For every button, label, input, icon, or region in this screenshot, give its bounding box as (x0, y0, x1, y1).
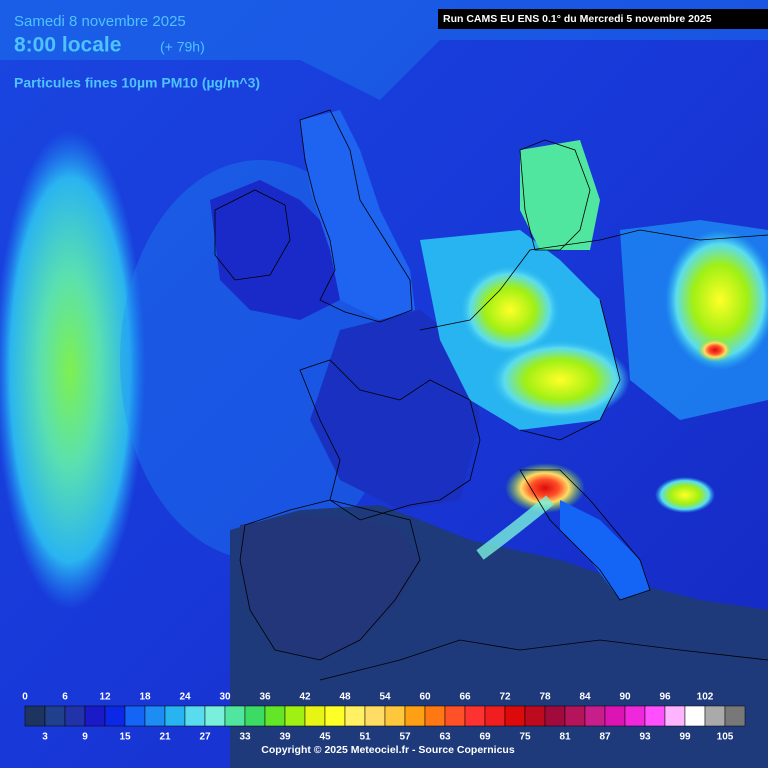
legend-swatch (144, 705, 166, 727)
legend-swatch (404, 705, 426, 727)
legend-tick-label: 84 (579, 692, 591, 703)
legend-swatch (564, 705, 586, 727)
legend-tick-label: 24 (179, 692, 191, 703)
legend-swatch (64, 705, 86, 727)
lead-time: (+ 79h) (160, 39, 205, 55)
legend-tick-label: 6 (62, 692, 68, 703)
legend-tick-label: 54 (379, 692, 391, 703)
forecast-date: Samedi 8 novembre 2025 (14, 13, 186, 30)
legend-swatch (664, 705, 686, 727)
coastlines (214, 109, 768, 681)
legend-swatch (604, 705, 626, 727)
legend-swatch (264, 705, 286, 727)
legend-tick-label: 66 (459, 692, 471, 703)
legend-swatch (324, 705, 346, 727)
legend-tick-label: 69 (479, 732, 491, 743)
legend-tick-label: 87 (599, 732, 611, 743)
legend-swatch (684, 705, 706, 727)
legend-swatch (424, 705, 446, 727)
legend-tick-label: 30 (219, 692, 231, 703)
legend-tick-label: 12 (99, 692, 111, 703)
legend-swatch (104, 705, 126, 727)
forecast-time: 8:00 locale (14, 34, 121, 57)
legend-tick-label: 15 (119, 732, 131, 743)
legend-swatch (344, 705, 366, 727)
run-box (438, 9, 768, 29)
legend-tick-label: 57 (399, 732, 411, 743)
legend-swatch (444, 705, 466, 727)
legend-swatch (284, 705, 306, 727)
legend-tick-label: 99 (679, 732, 691, 743)
legend-tick-label: 36 (259, 692, 271, 703)
legend-tick-label: 0 (22, 692, 28, 703)
legend-tick-label: 96 (659, 692, 671, 703)
legend-tick-label: 45 (319, 732, 331, 743)
legend-tick-label: 51 (359, 732, 371, 743)
legend-swatch (584, 705, 606, 727)
legend-tick-label: 63 (439, 732, 451, 743)
legend-swatch (44, 705, 66, 727)
legend-swatch (504, 705, 526, 727)
legend-swatch (544, 705, 566, 727)
legend-swatch (724, 705, 746, 727)
run-label: Run CAMS EU ENS 0.1° du Mercredi 5 novem… (443, 13, 712, 25)
legend-swatch (24, 705, 46, 727)
legend-tick-label: 78 (539, 692, 551, 703)
legend-swatch (704, 705, 726, 727)
legend-swatch (484, 705, 506, 727)
legend-tick-label: 27 (199, 732, 211, 743)
legend-tick-label: 18 (139, 692, 151, 703)
legend-swatch (524, 705, 546, 727)
legend-swatch (244, 705, 266, 727)
parameter-label: Particules fines 10µm PM10 (µg/m^3) (14, 75, 260, 91)
legend-tick-label: 105 (717, 732, 734, 743)
legend-tick-label: 102 (697, 692, 714, 703)
legend-tick-label: 21 (159, 732, 171, 743)
legend-swatch (204, 705, 226, 727)
legend-swatch (464, 705, 486, 727)
copyright: Copyright © 2025 Meteociel.fr - Source C… (261, 744, 515, 756)
legend-tick-label: 72 (499, 692, 511, 703)
legend-swatch (224, 705, 246, 727)
legend-tick-label: 75 (519, 732, 531, 743)
legend-tick-label: 42 (299, 692, 311, 703)
legend-swatch (624, 705, 646, 727)
legend-tick-label: 93 (639, 732, 651, 743)
legend-swatch (384, 705, 406, 727)
legend-swatch (184, 705, 206, 727)
legend-swatch (644, 705, 666, 727)
legend-swatch (164, 705, 186, 727)
legend-tick-label: 90 (619, 692, 631, 703)
legend-tick-label: 9 (82, 732, 88, 743)
legend-tick-label: 81 (559, 732, 571, 743)
legend-swatch (304, 705, 326, 727)
legend-tick-label: 60 (419, 692, 431, 703)
legend-tick-label: 39 (279, 732, 291, 743)
legend-tick-label: 48 (339, 692, 351, 703)
legend-swatch (364, 705, 386, 727)
legend-swatch (84, 705, 106, 727)
legend-swatch (124, 705, 146, 727)
legend-tick-label: 3 (42, 732, 48, 743)
legend-tick-label: 33 (239, 732, 251, 743)
